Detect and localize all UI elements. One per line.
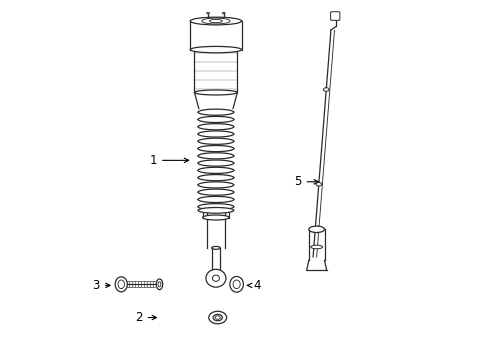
Ellipse shape [190, 46, 241, 53]
Ellipse shape [308, 226, 324, 233]
Ellipse shape [156, 279, 163, 290]
Text: 5: 5 [294, 175, 318, 188]
Ellipse shape [323, 88, 328, 91]
Text: 1: 1 [149, 154, 188, 167]
Ellipse shape [205, 269, 225, 287]
Ellipse shape [233, 280, 240, 289]
Ellipse shape [118, 280, 124, 289]
Ellipse shape [229, 276, 243, 292]
Ellipse shape [198, 207, 233, 213]
Ellipse shape [194, 90, 237, 95]
Ellipse shape [222, 13, 225, 14]
Ellipse shape [212, 275, 219, 282]
Ellipse shape [115, 277, 127, 292]
Ellipse shape [215, 316, 220, 319]
Ellipse shape [209, 19, 222, 23]
Ellipse shape [211, 247, 220, 249]
Ellipse shape [158, 282, 161, 287]
Ellipse shape [213, 314, 222, 321]
Ellipse shape [202, 18, 229, 24]
Ellipse shape [206, 208, 224, 212]
Ellipse shape [315, 183, 321, 186]
Text: 3: 3 [92, 279, 110, 292]
Ellipse shape [208, 311, 226, 324]
Ellipse shape [190, 17, 241, 25]
Text: 4: 4 [247, 279, 260, 292]
Ellipse shape [203, 215, 229, 220]
Ellipse shape [206, 13, 209, 14]
Ellipse shape [310, 245, 322, 249]
Ellipse shape [211, 274, 220, 283]
FancyBboxPatch shape [330, 12, 339, 20]
Text: 2: 2 [135, 311, 156, 324]
